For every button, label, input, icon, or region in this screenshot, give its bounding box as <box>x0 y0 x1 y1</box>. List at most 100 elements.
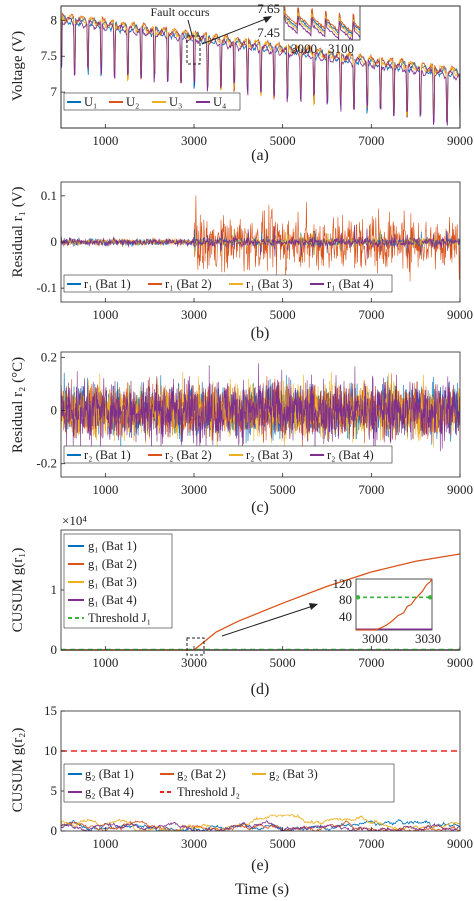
panel-b-plot: 1000 3000 5000 7000 9000 -0.1 0 0.1 <box>36 181 473 322</box>
legend-label-u4: U₄ <box>213 95 226 109</box>
panel-c-ylabel: Residual r₂ (°C) <box>10 357 26 453</box>
inset-cusum-bat2 <box>356 578 433 631</box>
inset-voltage-series-3 <box>284 10 360 38</box>
xtick-label-e: 3000 <box>181 836 207 851</box>
ytick-label-c: 0.2 <box>41 349 57 364</box>
xtick-label-d: 1000 <box>92 655 118 670</box>
ytick-label-a: 8 <box>51 12 58 27</box>
panel-c-legend: r₂ (Bat 1) r₂ (Bat 2) r₂ (Bat 3) r₂ (Bat… <box>63 445 393 464</box>
legend-label-r1-bat3: r₁ (Bat 3) <box>246 277 293 291</box>
xtick-label-c: 5000 <box>270 482 296 497</box>
xtick-label-b: 5000 <box>270 307 296 322</box>
legend-label-r2-bat2: r₂ (Bat 2) <box>165 448 212 462</box>
panel-d-exponent: ×10⁴ <box>62 513 87 528</box>
inset-a-xtick-right: 3100 <box>328 41 354 56</box>
plot-frame-c <box>60 351 461 478</box>
panel-c-caption: (c) <box>251 499 269 516</box>
panel-b-caption: (b) <box>251 325 270 342</box>
ytick-label-b: 0 <box>51 234 58 249</box>
fault-pointer-line <box>187 19 193 36</box>
legend-label-u1: U₁ <box>84 95 97 109</box>
xtick-label-d: 7000 <box>358 655 384 670</box>
panel-d-caption: (d) <box>251 681 270 698</box>
xtick-label-b: 7000 <box>358 307 384 322</box>
voltage-series-4 <box>61 16 460 126</box>
panel-d-plot: 1000 3000 5000 7000 9000 0 1 <box>51 529 473 670</box>
legend-label-threshold-j1: Threshold J₁ <box>88 611 151 625</box>
panel-d-inset-plot <box>355 578 433 631</box>
residual-r1-series-2 <box>61 195 460 282</box>
inset-d-ytick-80: 80 <box>339 592 352 607</box>
cusum-g1-series-2 <box>61 553 461 651</box>
xtick-label-c: 1000 <box>92 482 118 497</box>
zoom-arrow <box>201 17 269 45</box>
residual-r1-series-4 <box>61 224 460 260</box>
panel-e-plot: 1000 3000 5000 7000 9000 0 5 10 15 <box>44 703 473 851</box>
panel-d-legend: g₁ (Bat 1) g₁ (Bat 2) g₁ (Bat 3) g₁ (Bat… <box>63 533 173 629</box>
xtick-label-b: 1000 <box>92 307 118 322</box>
legend-label-g1-bat1: g₁ (Bat 1) <box>88 539 137 553</box>
legend-label-g2-bat2: g₂ (Bat 2) <box>177 767 226 781</box>
legend-label-g2-bat4: g₂ (Bat 4) <box>85 785 134 799</box>
ytick-label-e: 15 <box>44 703 57 718</box>
legend-label-r2-bat3: r₂ (Bat 3) <box>246 448 293 462</box>
ytick-label-e: 5 <box>51 783 58 798</box>
legend-label-g1-bat2: g₁ (Bat 2) <box>88 557 137 571</box>
xtick-label-c: 9000 <box>447 482 473 497</box>
residual-r2-series-4 <box>61 363 460 460</box>
ytick-label-e: 0 <box>51 823 58 838</box>
plot-frame-a <box>60 5 461 129</box>
xtick-label-a: 5000 <box>270 133 296 148</box>
xtick-label-a: 1000 <box>92 133 118 148</box>
ytick-label-d: 0 <box>51 642 58 657</box>
legend-label-g2-bat1: g₂ (Bat 1) <box>85 767 134 781</box>
ytick-label-e: 10 <box>44 743 57 758</box>
xtick-label-a: 9000 <box>447 133 473 148</box>
panel-e-caption: (e) <box>251 857 269 874</box>
xtick-label-e: 9000 <box>447 836 473 851</box>
xtick-label-c: 7000 <box>358 482 384 497</box>
panel-a-caption: (a) <box>251 147 269 164</box>
ytick-label-a: 7.5 <box>41 48 57 63</box>
legend-box <box>63 445 393 464</box>
legend-label-g1-bat4: g₁ (Bat 4) <box>88 593 137 607</box>
xtick-label-b: 9000 <box>447 307 473 322</box>
legend-label-r2-bat1: r₂ (Bat 1) <box>84 448 131 462</box>
panel-a-legend: U₁ U₂ U₃ U₄ <box>63 92 241 111</box>
legend-label-u3: U₃ <box>169 95 182 109</box>
panel-e-legend: g₂ (Bat 1) g₂ (Bat 2) g₂ (Bat 3) g₂ (Bat… <box>63 763 395 803</box>
panel-b-ylabel: Residual r₁ (V) <box>10 186 26 277</box>
ytick-label-c: -0.2 <box>36 456 57 471</box>
legend-box <box>63 274 393 293</box>
fault-zoom-box <box>186 35 201 65</box>
legend-label-g2-bat3: g₂ (Bat 3) <box>269 767 318 781</box>
cusum-zoom-box <box>186 637 205 656</box>
panel-b-legend: r₁ (Bat 1) r₁ (Bat 2) r₁ (Bat 3) r₁ (Bat… <box>63 274 393 293</box>
inset-threshold-marker <box>355 595 361 600</box>
xtick-label-d: 5000 <box>270 655 296 670</box>
inset-a-ytick-bottom: 7.45 <box>257 25 280 40</box>
ytick-label-b: -0.1 <box>36 280 57 295</box>
inset-d-ytick-120: 120 <box>333 576 353 591</box>
legend-label-r1-bat2: r₁ (Bat 2) <box>165 277 212 291</box>
xtick-label-d: 3000 <box>181 655 207 670</box>
panel-e: CUSUM g(r₂) 1000 3000 5000 7000 9000 0 5 10 15 g… <box>10 703 473 874</box>
legend-label-u2: U₂ <box>126 95 139 109</box>
xtick-label-e: 5000 <box>270 836 296 851</box>
ytick-label-d: 1 <box>51 582 58 597</box>
inset-voltage-series-1 <box>284 7 360 35</box>
inset-voltage-series-2 <box>284 6 360 33</box>
inset-a-ytick-top: 7.65 <box>257 1 280 16</box>
zoom-arrowhead <box>263 16 272 23</box>
cusum-g2-series-4 <box>61 820 460 831</box>
ytick-label-a: 7 <box>51 84 58 99</box>
plot-frame-e <box>60 710 461 832</box>
xtick-label-b: 3000 <box>181 307 207 322</box>
panel-e-ylabel: CUSUM g(r₂) <box>10 728 26 813</box>
panel-a-plot: 1000 3000 5000 7000 9000 7 7.5 8 <box>41 5 473 148</box>
panel-c-plot: 1000 3000 5000 7000 9000 -0.2 0 0.2 <box>36 349 473 497</box>
xtick-label-e: 7000 <box>358 836 384 851</box>
legend-box <box>63 763 395 803</box>
fault-annotation: Fault occurs <box>151 5 210 19</box>
